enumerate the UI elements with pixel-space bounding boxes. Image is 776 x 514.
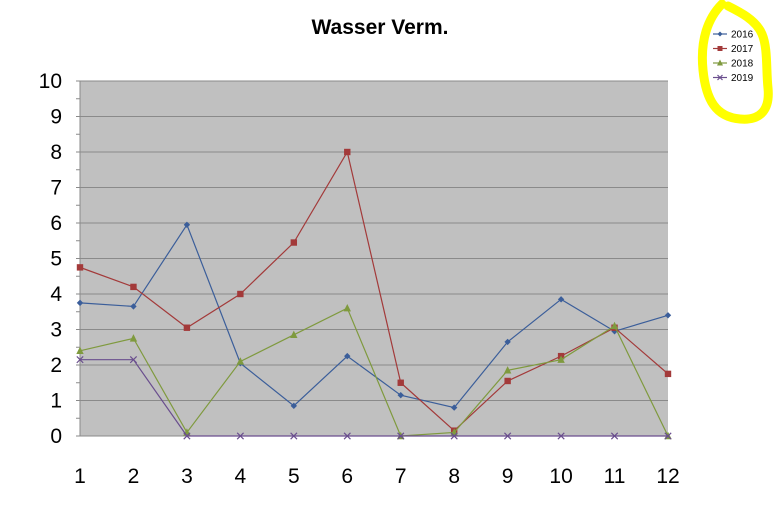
data-point (76, 356, 84, 364)
x-tick-label: 2 (128, 465, 140, 488)
data-point (664, 370, 672, 378)
y-tick-label: 2 (50, 354, 62, 377)
y-tick-label: 8 (50, 141, 62, 164)
data-point (290, 330, 298, 339)
data-point (717, 31, 723, 37)
y-tick-label: 10 (39, 70, 62, 93)
data-point (397, 379, 404, 386)
data-point (717, 59, 723, 66)
legend: 2016 2017 2018 2019 (697, 0, 773, 124)
data-point (236, 357, 245, 365)
series-group (76, 148, 672, 440)
data-point (76, 299, 84, 307)
gridlines (80, 80, 668, 401)
x-tick-label: 1 (74, 465, 86, 488)
x-axis-ticks: 1 2 3 4 5 6 7 8 9 10 11 12 (74, 465, 680, 488)
data-point (237, 290, 244, 298)
data-point (717, 46, 723, 51)
x-tick-label: 7 (395, 465, 407, 488)
data-point (611, 328, 618, 335)
series-line (79, 150, 669, 432)
data-point (504, 377, 511, 385)
series-line (80, 359, 668, 437)
data-point (610, 321, 619, 330)
x-tick-label: 3 (181, 465, 193, 488)
data-point (664, 312, 672, 319)
data-point (129, 356, 138, 364)
data-point (503, 366, 512, 374)
data-point (76, 346, 84, 354)
series-2017 (76, 148, 672, 434)
data-point (183, 221, 191, 228)
y-tick-label: 4 (50, 283, 62, 306)
data-point (343, 304, 351, 312)
legend-yellow-highlight (697, 0, 773, 124)
series-line (79, 307, 669, 437)
series-2019 (76, 356, 672, 440)
legend-item-2016: 2016 (713, 30, 754, 41)
data-point (344, 352, 351, 360)
data-point (183, 324, 191, 331)
data-point (664, 432, 672, 440)
series-line (79, 223, 669, 409)
data-point (236, 432, 244, 440)
y-tick-label: 9 (50, 106, 62, 129)
data-point (76, 264, 84, 271)
data-point (717, 74, 723, 81)
y-tick-label: 6 (50, 212, 62, 235)
x-tick-label: 8 (448, 465, 460, 488)
data-point (450, 432, 458, 440)
data-point (450, 404, 458, 411)
data-point (397, 432, 405, 440)
data-point (557, 355, 565, 363)
data-point (610, 432, 619, 440)
y-tick-label: 0 (50, 425, 62, 448)
series-2016 (76, 221, 672, 411)
y-tick-label: 3 (50, 319, 62, 342)
data-point (130, 303, 137, 310)
data-point (344, 148, 351, 156)
data-point (129, 334, 138, 342)
data-point (343, 432, 351, 440)
x-tick-label: 6 (341, 465, 353, 488)
data-point (290, 239, 298, 246)
data-point (183, 432, 191, 440)
y-tick-label: 7 (50, 177, 62, 200)
y-tick-label: 5 (50, 248, 62, 271)
y-tick-label: 1 (50, 390, 62, 413)
data-point (504, 338, 511, 346)
legend-label: 2019 (731, 73, 754, 84)
legend-item-2017: 2017 (713, 44, 754, 55)
data-point (397, 391, 404, 399)
legend-item-2018: 2018 (713, 59, 754, 70)
x-tick-label: 11 (604, 465, 626, 488)
data-point (557, 296, 565, 303)
legend-label: 2018 (731, 59, 754, 70)
x-tick-label: 9 (502, 465, 514, 488)
chart-title: Wasser Verm. (312, 16, 449, 39)
legend-label: 2016 (731, 30, 754, 41)
y-axis-ticks: 0 1 2 3 4 5 6 7 8 9 10 (39, 70, 63, 448)
legend-item-2019: 2019 (713, 73, 754, 84)
x-tick-label: 4 (235, 465, 247, 488)
x-tick-label: 12 (656, 465, 679, 488)
data-point (504, 432, 512, 440)
legend-label: 2017 (731, 44, 754, 55)
data-point (557, 432, 565, 440)
data-point (290, 402, 298, 410)
data-point (130, 283, 137, 291)
x-tick-label: 5 (288, 465, 300, 488)
x-tick-label: 10 (549, 465, 572, 488)
data-point (290, 432, 298, 440)
